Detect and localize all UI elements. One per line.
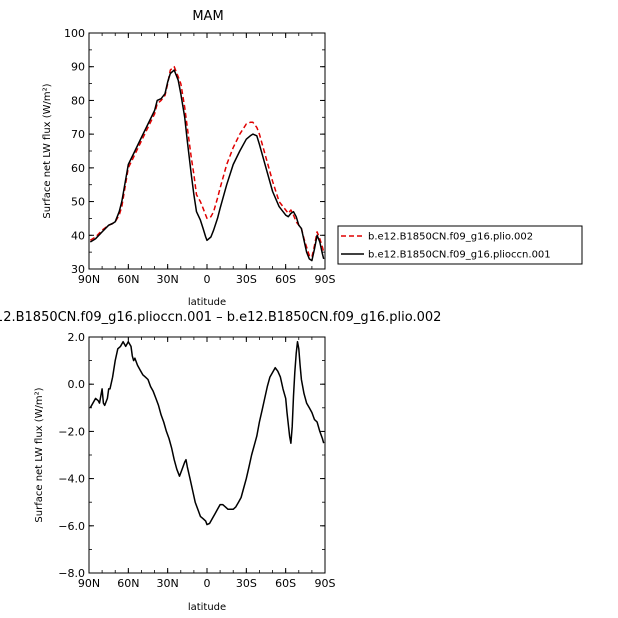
top-y-tick-label: 70: [71, 128, 85, 141]
top-y-tick-label: 100: [64, 27, 85, 40]
bottom-y-tick-label: −8.0: [58, 567, 85, 580]
top-x-tick-label: 30N: [157, 273, 179, 286]
top-chart-series: [89, 65, 325, 262]
top-chart: MAM 30 40 50 60 70 80 90 100 90N 60N 30N 0 30S 60S 90S…: [42, 9, 336, 308]
top-x-tick-label: 60N: [117, 273, 139, 286]
bottom-chart: b.e12.B1850CN.f09_g16.plioccn.001 – b.e1…: [0, 310, 441, 613]
top-plot-frame: [88, 32, 326, 270]
top-x-tick-label: 30S: [236, 273, 257, 286]
top-x-axis-title: latitude: [188, 297, 226, 308]
top-y-tick-label: 40: [71, 229, 85, 242]
bottom-x-axis-title: latitude: [188, 602, 226, 613]
bottom-x-tick-label: 30N: [157, 577, 179, 590]
bottom-y-tick-label: −2.0: [58, 425, 85, 438]
bottom-x-tick-label: 90N: [78, 577, 100, 590]
bottom-x-tick-label: 60S: [275, 577, 296, 590]
top-y-axis-title: Surface net LW flux (W/m²): [42, 83, 53, 218]
top-x-tick-label: 90S: [315, 273, 336, 286]
bottom-x-tick-label: 0: [204, 577, 211, 590]
top-y-tick-label: 80: [71, 94, 85, 107]
top-chart-ticks: 30 40 50 60 70 80 90 100 90N 60N 30N 0 30S 60S 90S: [64, 27, 336, 286]
top-y-tick-label: 30: [71, 263, 85, 276]
bottom-y-axis-title: Surface net LW flux (W/m²): [34, 387, 45, 522]
legend-box: [337, 225, 583, 265]
bottom-chart-series: [89, 340, 325, 526]
bottom-x-tick-label: 30S: [236, 577, 257, 590]
bottom-x-tick-label: 60N: [117, 577, 139, 590]
top-y-tick-label: 90: [71, 61, 85, 74]
top-y-tick-label: 60: [71, 162, 85, 175]
legend-label-plio: b.e12.B1850CN.f09_g16.plio.002: [368, 232, 533, 243]
top-x-tick-label: 0: [204, 273, 211, 286]
legend: b.e12.B1850CN.f09_g16.plio.002 b.e12.B18…: [337, 225, 583, 265]
bottom-y-tick-label: 2.0: [68, 331, 86, 344]
top-x-tick-label: 60S: [275, 273, 296, 286]
top-chart-title: MAM: [192, 9, 223, 24]
top-x-tick-label: 90N: [78, 273, 100, 286]
bottom-chart-ticks: −8.0 −6.0 −4.0 −2.0 0.0 2.0 90N 60N 30N 0 30S 60S 90…: [58, 331, 335, 590]
top-series-line-1: [89, 69, 325, 262]
bottom-x-tick-label: 90S: [315, 577, 336, 590]
bottom-y-tick-label: −6.0: [58, 520, 85, 533]
bottom-series-line-0: [89, 340, 325, 526]
bottom-y-tick-label: −4.0: [58, 473, 85, 486]
legend-label-plioccn: b.e12.B1850CN.f09_g16.plioccn.001: [368, 250, 551, 261]
bottom-plot-frame: [88, 336, 326, 574]
bottom-chart-title: b.e12.B1850CN.f09_g16.plioccn.001 – b.e1…: [0, 310, 441, 325]
top-series-line-0: [89, 65, 325, 258]
bottom-y-tick-label: 0.0: [68, 378, 86, 391]
top-y-tick-label: 50: [71, 196, 85, 209]
